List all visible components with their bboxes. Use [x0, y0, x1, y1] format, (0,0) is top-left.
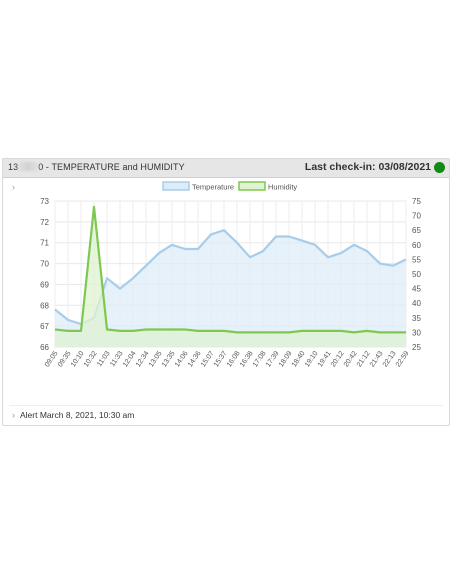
y-right-tick-label: 60 — [412, 241, 421, 250]
y-right-tick-label: 35 — [412, 314, 421, 323]
y-left-tick-label: 68 — [40, 301, 49, 310]
divider — [9, 405, 443, 406]
alert-text: Alert March 8, 2021, 10:30 am — [20, 410, 135, 420]
x-tick-label: 10:32 — [83, 350, 99, 368]
series-line-temperature — [54, 229, 407, 326]
chevron-right-icon[interactable]: › — [12, 182, 15, 192]
legend-swatch-humidity — [238, 181, 266, 191]
y-left-tick-label: 72 — [40, 218, 49, 227]
y-left-tick-label: 66 — [40, 343, 49, 352]
y-left-tick-label: 70 — [40, 260, 49, 269]
chevron-right-icon: › — [12, 410, 15, 420]
y-right-tick-label: 40 — [412, 299, 421, 308]
panel-header[interactable]: 13 0 - TEMPERATURE and HUMIDITY Last chec… — [3, 159, 449, 178]
legend-label-temperature: Temperature — [192, 183, 234, 192]
series-area-temperature — [55, 230, 406, 347]
y-right-tick-label: 25 — [412, 343, 421, 352]
x-tick-label: 22:59 — [395, 350, 411, 368]
redacted-id — [18, 162, 39, 171]
legend-label-humidity: Humidity — [268, 183, 297, 192]
panel-title: 13 0 - TEMPERATURE and HUMIDITY — [8, 162, 185, 172]
y-left-tick-label: 69 — [40, 280, 49, 289]
y-left-tick-label: 67 — [40, 322, 49, 331]
sensor-panel: 13 0 - TEMPERATURE and HUMIDITY Last chec… — [2, 158, 450, 426]
y-left-tick-label: 71 — [40, 239, 49, 248]
last-checkin: Last check-in: 03/08/2021 — [304, 161, 431, 173]
chart-area: 66 67 68 69 70 71 72 73 09:05 09:35 10:10 10:32 11:0… — [3, 179, 449, 405]
alert-row[interactable]: › Alert March 8, 2021, 10:30 am — [12, 410, 134, 420]
temperature-humidity-chart: 666768697071727309:0509:3510:1010:3211:0… — [40, 181, 421, 369]
y-right-tick-label: 50 — [412, 270, 421, 279]
y-right-tick-label: 70 — [412, 212, 421, 221]
series-line-humidity — [54, 205, 406, 334]
y-right-tick-label: 75 — [412, 197, 421, 206]
y-right-tick-label: 55 — [412, 255, 421, 264]
series-area-humidity — [55, 206, 406, 347]
y-right-tick-label: 30 — [412, 328, 421, 337]
status-indicator-icon — [434, 162, 445, 173]
legend-swatch-temperature — [162, 181, 190, 191]
y-left-tick-label: 73 — [40, 197, 49, 206]
y-right-tick-label: 45 — [412, 285, 421, 294]
y-right-tick-label: 65 — [412, 226, 421, 235]
